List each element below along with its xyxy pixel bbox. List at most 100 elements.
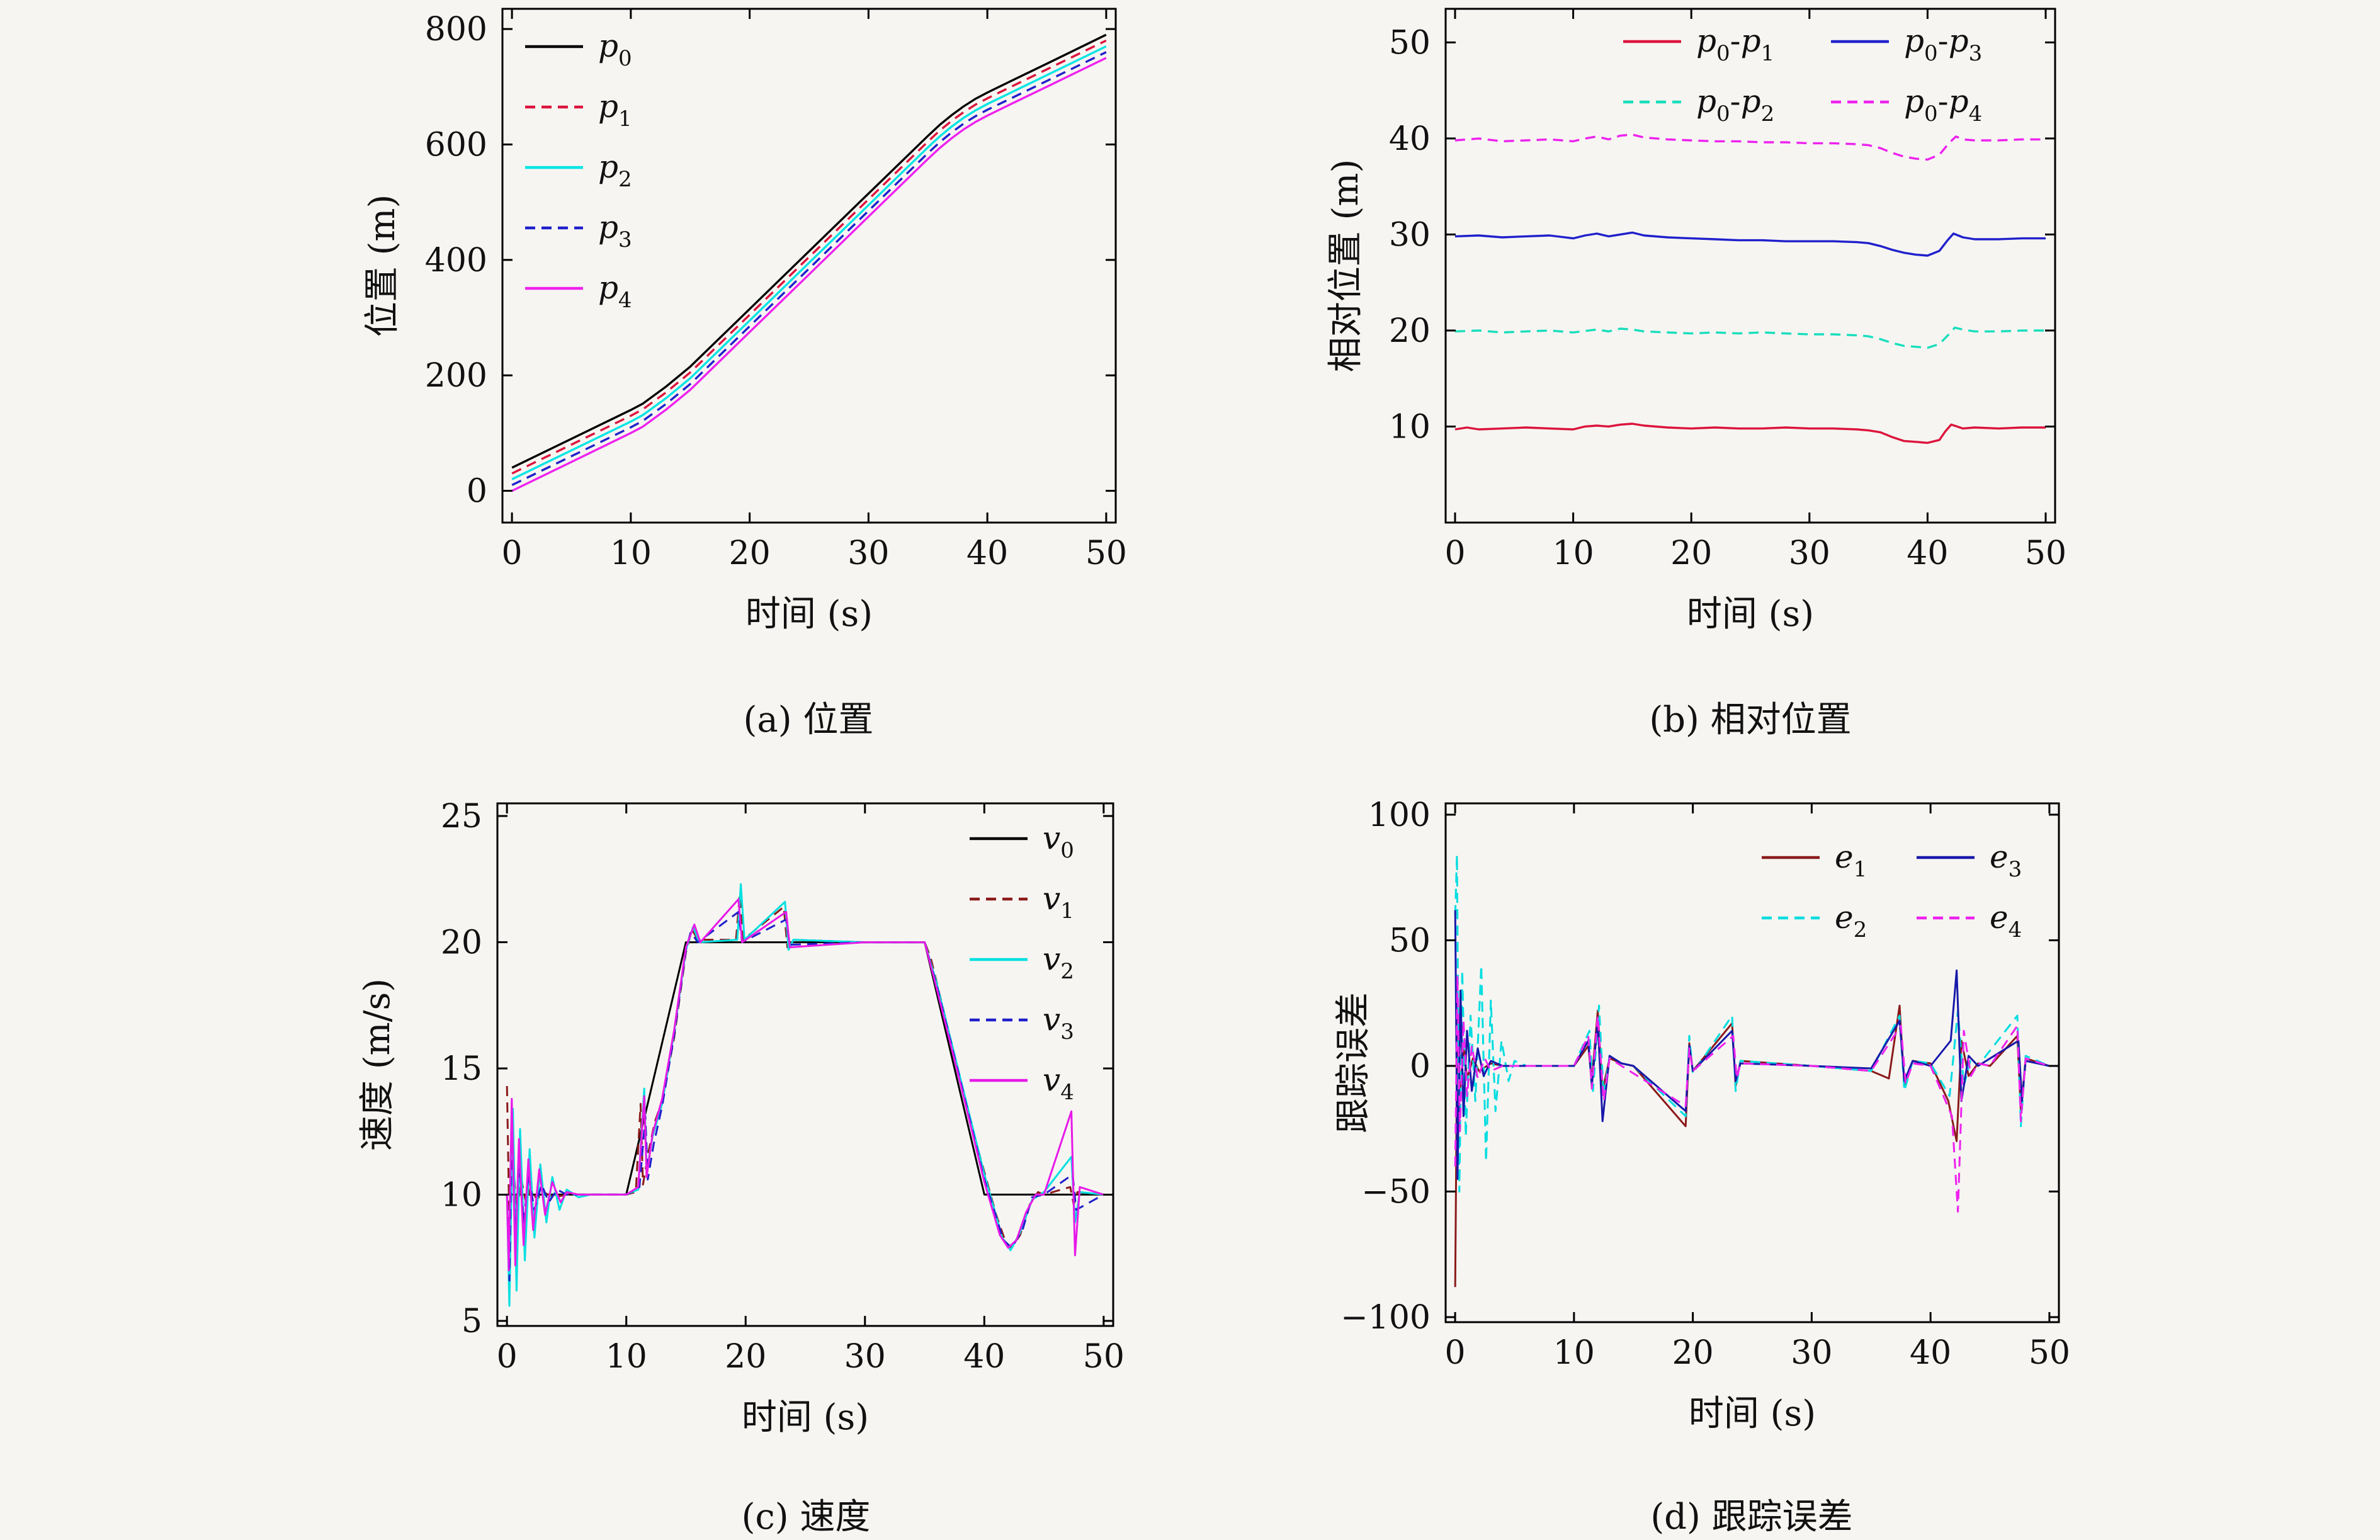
y-tick-label: 5 <box>462 1303 482 1340</box>
series-group <box>506 883 1104 1307</box>
series-p_2 <box>511 45 1107 480</box>
y-tick-label: −50 <box>1361 1174 1431 1211</box>
legend-label: p3 <box>598 209 632 252</box>
plot-a: 0 10 20 30 40 50 0 200 400 600 800 时间 (s) 位置 (m) p0 p1… <box>362 8 1127 635</box>
x-tick-label: 40 <box>1907 535 1948 572</box>
x-tick-label: 30 <box>844 1338 886 1376</box>
legend-label: e3 <box>1990 839 2022 882</box>
x-axis-label: 时间 (s) <box>1689 1393 1816 1434</box>
x-tick-label: 10 <box>610 535 652 572</box>
x-tick-label: 50 <box>2025 535 2066 572</box>
caption-c: (c) 速度 <box>741 1496 871 1537</box>
x-tick-label: 40 <box>963 1338 1005 1376</box>
x-axis-label: 时间 (s) <box>742 1397 869 1438</box>
x-tick-label: 20 <box>1672 1334 1714 1372</box>
series-p_0-p_2 <box>1454 326 2046 349</box>
x-tick-label: 50 <box>1085 535 1127 572</box>
axes-box <box>501 8 1117 524</box>
x-tick-label: 0 <box>502 535 523 572</box>
y-axis-label: 跟踪误差 <box>1333 992 1374 1133</box>
y-tick-label: 200 <box>425 357 487 395</box>
legend-label: p4 <box>598 269 632 313</box>
plot-c: 0 10 20 30 40 50 5 10 15 20 25 时间 (s) 速度 (m/s) v0 v1 v2… <box>357 798 1125 1438</box>
y-tick-label: 400 <box>425 242 487 280</box>
y-tick-label: 30 <box>1389 216 1431 254</box>
series-group <box>511 33 1107 492</box>
series-p_0-p_3 <box>1454 231 2046 257</box>
x-tick-label: 40 <box>966 535 1008 572</box>
legend-label: p2 <box>598 149 632 192</box>
y-tick-label: 25 <box>441 798 482 835</box>
x-tick-label: 40 <box>1910 1334 1951 1372</box>
series-p_3 <box>511 51 1107 486</box>
x-tick-label: 50 <box>2029 1334 2070 1372</box>
series-v_4 <box>506 898 1104 1272</box>
series-v_3 <box>506 910 1104 1282</box>
legend-label: v2 <box>1043 941 1074 984</box>
x-tick-label: 30 <box>1789 535 1830 572</box>
y-axis-label: 位置 (m) <box>362 195 403 337</box>
caption-b: (b) 相对位置 <box>1649 699 1852 740</box>
series-p_1 <box>511 39 1107 475</box>
x-axis-label: 时间 (s) <box>745 594 873 635</box>
x-tick-label: 10 <box>606 1338 647 1376</box>
series-p_0-p_1 <box>1454 422 2046 444</box>
legend-label: e4 <box>1990 899 2022 943</box>
x-tick-label: 20 <box>1670 535 1712 572</box>
y-tick-label: 100 <box>1368 796 1431 834</box>
y-tick-label: 50 <box>1389 922 1431 960</box>
series-v_0 <box>507 941 1104 1196</box>
x-tick-label: 20 <box>725 1338 766 1376</box>
legend-label: v3 <box>1043 1001 1074 1045</box>
x-tick-label: 10 <box>1553 1334 1595 1372</box>
legend-label: p0-p3 <box>1904 23 1982 66</box>
y-tick-label: 0 <box>1410 1048 1431 1085</box>
series-p_0 <box>511 33 1107 469</box>
legend-label: p1 <box>598 88 632 132</box>
y-tick-label: 10 <box>441 1176 482 1214</box>
y-tick-label: −100 <box>1340 1299 1431 1337</box>
legend-label: p0 <box>598 28 632 71</box>
series-e_4 <box>1454 974 2050 1213</box>
y-tick-label: 600 <box>425 126 487 164</box>
y-tick-label: 50 <box>1389 24 1431 62</box>
series-e_3 <box>1454 910 2050 1180</box>
y-axis-label: 相对位置 (m) <box>1325 159 1366 373</box>
axes-box <box>1444 8 2056 524</box>
y-tick-label: 20 <box>1389 312 1431 350</box>
series-group <box>1454 854 2050 1288</box>
x-tick-label: 0 <box>497 1338 518 1376</box>
y-tick-label: 20 <box>441 924 482 962</box>
y-tick-label: 800 <box>425 11 487 48</box>
axes-box <box>1444 802 2060 1323</box>
caption-a: (a) 位置 <box>743 699 874 740</box>
x-tick-label: 30 <box>1791 1334 1832 1372</box>
caption-d: (d) 跟踪误差 <box>1650 1496 1853 1537</box>
y-tick-label: 15 <box>441 1050 482 1088</box>
x-tick-label: 30 <box>847 535 889 572</box>
x-tick-label: 10 <box>1553 535 1594 572</box>
series-p_0-p_4 <box>1454 133 2046 161</box>
y-tick-label: 10 <box>1389 408 1431 446</box>
x-tick-label: 0 <box>1444 535 1465 572</box>
y-tick-label: 40 <box>1389 120 1431 158</box>
series-e_2 <box>1454 854 2050 1193</box>
legend-label: p0-p1 <box>1696 23 1774 66</box>
legend-label: e2 <box>1835 899 1867 943</box>
y-tick-label: 0 <box>467 473 487 511</box>
legend-label: v4 <box>1043 1062 1074 1105</box>
x-tick-label: 0 <box>1445 1334 1466 1372</box>
plot-b: 0 10 20 30 40 50 10 20 30 40 50 时间 (s) 相对位置 (m) p0-p1… <box>1325 8 2066 635</box>
x-tick-label: 50 <box>1083 1338 1125 1376</box>
legend-label: e1 <box>1835 839 1867 882</box>
series-p_4 <box>511 57 1107 492</box>
y-axis-label: 速度 (m/s) <box>357 978 398 1151</box>
axes-box <box>496 802 1114 1327</box>
series-group <box>1454 133 2046 444</box>
legend-label: p0-p4 <box>1904 83 1982 127</box>
legend-label: v0 <box>1043 820 1074 863</box>
legend-label: p0-p2 <box>1696 83 1774 127</box>
legend-label: v1 <box>1043 880 1074 924</box>
